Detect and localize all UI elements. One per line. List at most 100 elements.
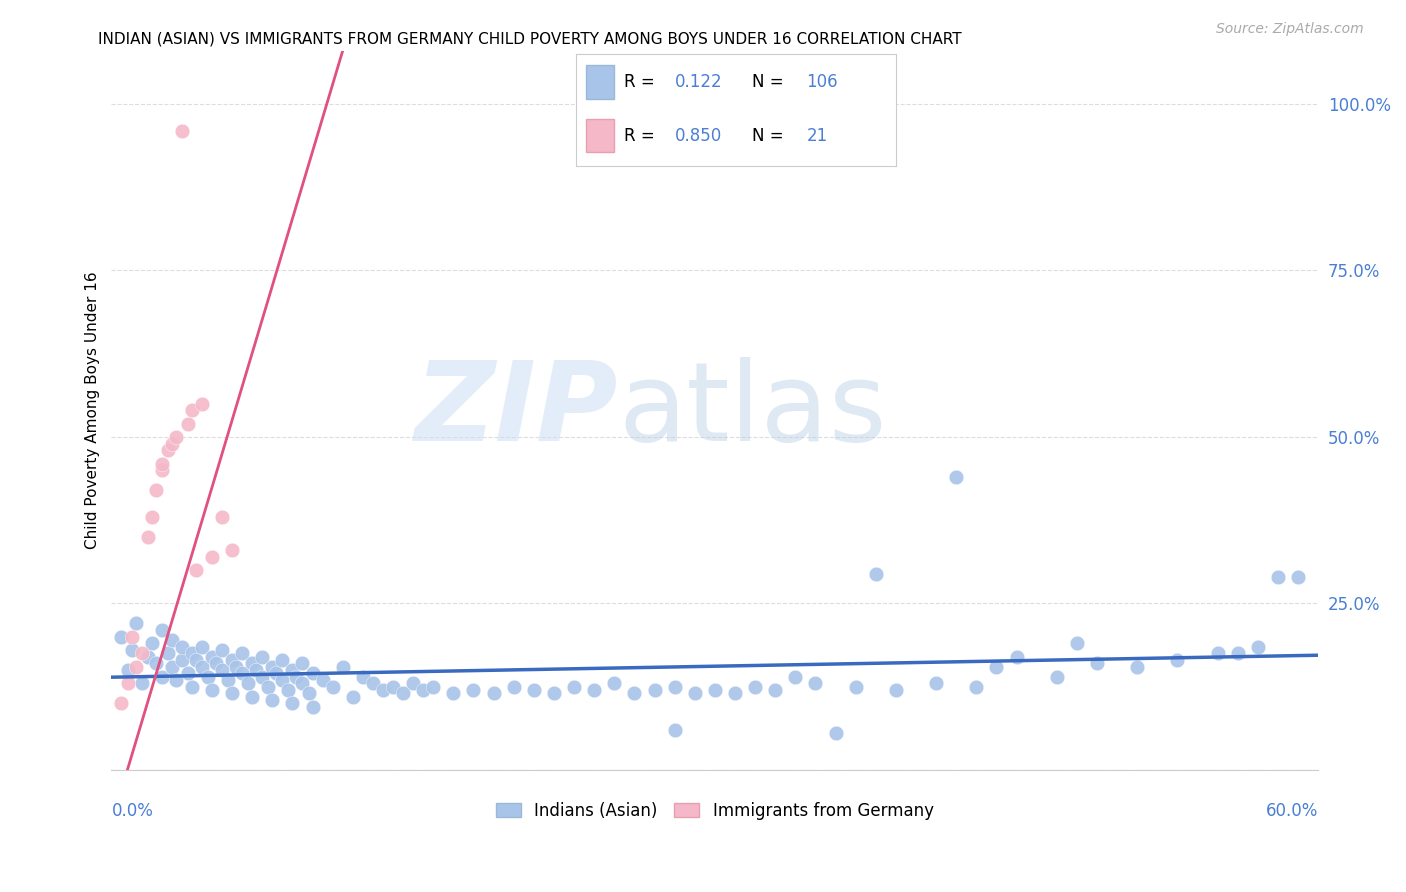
Point [201, 549, 224, 564]
Point [277, 683, 299, 698]
Point [281, 697, 304, 711]
Point [180, 647, 202, 661]
Point [352, 670, 374, 684]
Point [301, 666, 323, 681]
Point [156, 443, 179, 458]
Point [131, 676, 153, 690]
Point [160, 436, 183, 450]
Point [150, 463, 173, 477]
Point [124, 616, 146, 631]
Point [257, 680, 280, 694]
Point [1286, 570, 1309, 584]
Point [1206, 647, 1229, 661]
Point [311, 673, 333, 687]
Point [463, 683, 485, 698]
Point [785, 670, 807, 684]
Point [150, 457, 173, 471]
Point [543, 686, 565, 700]
Point [150, 670, 173, 684]
Point [1066, 636, 1088, 650]
Point [482, 686, 505, 700]
Point [1126, 659, 1149, 673]
Point [217, 673, 239, 687]
Point [184, 653, 207, 667]
Point [804, 676, 827, 690]
Point [221, 686, 243, 700]
Text: INDIAN (ASIAN) VS IMMIGRANTS FROM GERMANY CHILD POVERTY AMONG BOYS UNDER 16 CORR: INDIAN (ASIAN) VS IMMIGRANTS FROM GERMAN… [98, 31, 962, 46]
Point [165, 430, 187, 444]
Point [110, 630, 132, 644]
Point [884, 683, 907, 698]
Point [523, 683, 546, 698]
Point [150, 623, 173, 637]
Point [205, 657, 228, 671]
Point [824, 726, 846, 740]
Point [136, 649, 159, 664]
Point [392, 686, 415, 700]
Point [245, 663, 267, 677]
Point [240, 657, 263, 671]
Point [211, 509, 233, 524]
Point [201, 683, 224, 698]
Text: 0.0%: 0.0% [111, 803, 153, 821]
Point [281, 663, 304, 677]
Point [145, 657, 167, 671]
Point [402, 676, 425, 690]
Point [238, 676, 260, 690]
Point [225, 659, 247, 673]
Point [201, 649, 224, 664]
Point [1085, 657, 1108, 671]
Point [285, 670, 308, 684]
Point [240, 690, 263, 704]
Point [180, 680, 202, 694]
Point [141, 636, 163, 650]
Text: 60.0%: 60.0% [1265, 803, 1319, 821]
Point [121, 630, 143, 644]
Point [252, 670, 274, 684]
Point [211, 643, 233, 657]
Point [184, 563, 207, 577]
Point [1005, 649, 1028, 664]
Point [603, 676, 626, 690]
Point [177, 666, 200, 681]
Point [221, 543, 243, 558]
Point [945, 470, 967, 484]
Point [191, 397, 214, 411]
Point [986, 659, 1008, 673]
Point [177, 417, 200, 431]
Point [131, 647, 153, 661]
Point [170, 653, 193, 667]
Point [683, 686, 706, 700]
Point [1166, 653, 1188, 667]
Point [502, 680, 524, 694]
Point [136, 530, 159, 544]
Point [382, 680, 405, 694]
Point [117, 663, 139, 677]
Point [124, 659, 146, 673]
Legend: Indians (Asian), Immigrants from Germany: Indians (Asian), Immigrants from Germany [489, 795, 941, 826]
Point [271, 673, 294, 687]
Point [297, 686, 319, 700]
Point [160, 659, 183, 673]
Point [412, 683, 434, 698]
Point [145, 483, 167, 498]
Point [562, 680, 585, 694]
Point [271, 653, 294, 667]
Point [422, 680, 444, 694]
Point [165, 673, 187, 687]
Point [1247, 640, 1270, 654]
Point [252, 649, 274, 664]
Point [925, 676, 948, 690]
Point [1046, 670, 1069, 684]
Point [191, 640, 214, 654]
Point [231, 666, 253, 681]
Y-axis label: Child Poverty Among Boys Under 16: Child Poverty Among Boys Under 16 [86, 271, 100, 549]
Point [262, 693, 284, 707]
Point [361, 676, 384, 690]
Point [291, 676, 314, 690]
Point [221, 653, 243, 667]
Point [191, 659, 214, 673]
Point [644, 683, 666, 698]
Point [845, 680, 868, 694]
Point [763, 683, 786, 698]
